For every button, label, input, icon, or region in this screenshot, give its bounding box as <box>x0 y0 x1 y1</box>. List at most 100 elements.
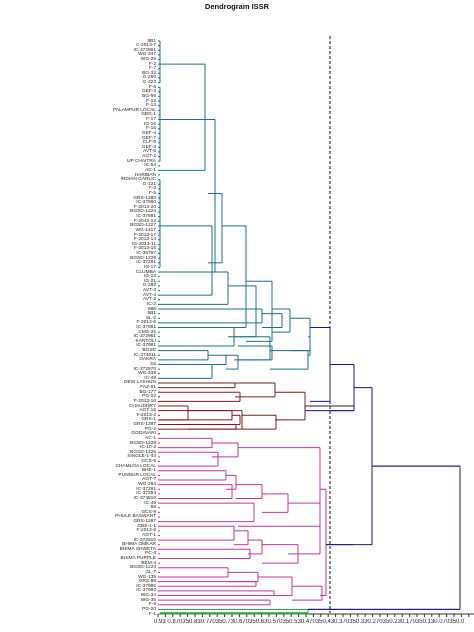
leaf-label: IC-37294 <box>136 491 156 497</box>
leaf-label: AC-1 <box>145 167 156 173</box>
leaf-label: WG-35 <box>140 597 156 603</box>
leaf-label: GRS-1 <box>141 417 156 423</box>
leaf-label: 58 <box>150 505 156 511</box>
leaf-label: BG-66 <box>142 93 156 99</box>
leaf-label: IC-37960 <box>136 200 156 206</box>
leaf-label: CHAMLOA LOCAL <box>115 463 156 469</box>
leaf-label: PC-4 <box>145 551 156 557</box>
leaf-label: AGT-1 <box>142 532 156 538</box>
leaf-label: F-2013-16 <box>133 398 156 404</box>
leaf-label: F-2013-20 <box>133 204 156 210</box>
leaf-label: GEF-3 <box>141 89 156 95</box>
leaf-label: AVT-5 <box>143 149 156 155</box>
leaf-label: F-2013-2 <box>136 412 156 418</box>
leaf-label: F-3 <box>148 186 156 192</box>
leaf-label: FAZ-61 <box>140 385 156 391</box>
leaf-label: PUNNUR LOCAL <box>118 472 156 478</box>
leaf-label: PHULE BASWANT <box>115 514 156 520</box>
leaf-label: IC-37291 <box>136 486 156 492</box>
leaf-label: BGSD-1228 <box>130 255 156 261</box>
leaf-label: INDIAN GARLIC <box>120 177 156 183</box>
leaf-label: GODAVARI <box>131 431 156 437</box>
leaf-label: 586 <box>147 306 156 312</box>
leaf-label: WG-34 <box>140 593 156 599</box>
leaf-label: WG-339 <box>138 371 156 377</box>
leaf-label: IC-49 <box>144 375 156 381</box>
chart-title: Dendrogram ISSR <box>204 2 270 11</box>
leaf-label: IC-49 <box>144 500 156 506</box>
leaf-label: WG-1417 <box>135 227 156 233</box>
leaf-label: SL-2 <box>145 315 156 321</box>
leaf-label: IC-10-2 <box>140 445 156 451</box>
leaf-label: IC-37981 <box>136 214 156 220</box>
leaf-label: F-12 <box>146 98 156 104</box>
leaf-label: AVT-2 <box>143 297 156 303</box>
leaf-label: GCS-9 <box>141 509 156 515</box>
leaf-label: IC-374810 <box>133 495 156 501</box>
leaf-label: BG-32 <box>142 70 156 76</box>
leaf-label: GEF-3 <box>141 144 156 150</box>
leaf-label: GCS-6 <box>141 459 156 464</box>
leaf-label: AVT-4 <box>143 292 156 298</box>
leaf-label: IG-21 <box>144 278 156 284</box>
leaf-label: BEM-4 <box>141 560 156 566</box>
leaf-label: AGT-15 <box>139 408 156 414</box>
leaf-label: GRS-98 <box>138 579 156 585</box>
leaf-label: IC-37995 <box>136 583 156 589</box>
leaf-label: F-15 <box>146 126 156 132</box>
leaf-label: AGT-7 <box>142 477 156 483</box>
leaf-label: F-2013-16 <box>133 246 156 252</box>
leaf-label: HARIBAN <box>134 172 156 178</box>
leaf-label: IG-22 <box>144 274 156 280</box>
leaf-label: IG-17 <box>144 264 156 270</box>
leaf-label: DESI LASHUN <box>124 380 156 386</box>
leaf-label: IC-35797 <box>136 251 156 257</box>
leaf-label: KANTOLI <box>135 338 156 344</box>
leaf-label: PALAMPUR LOCAL <box>112 107 156 113</box>
leaf-label: IG-2013-11 <box>132 241 156 247</box>
leaf-label: BG-177 <box>139 389 156 395</box>
leaf-label: S6 <box>150 361 156 367</box>
leaf-label: F-6 <box>148 84 156 90</box>
leaf-label: F-2013-12 <box>133 218 156 224</box>
leaf-label: GRS-1287 <box>133 519 156 525</box>
leaf-label: CHAUDHRY <box>128 403 156 409</box>
leaf-label: IC-374811 <box>133 352 156 358</box>
leaf-label: IC-37291 <box>136 260 156 266</box>
leaf-label: WG-294 <box>138 482 156 488</box>
leaf-label: AGT-2 <box>142 154 156 160</box>
leaf-label: OAKRA <box>139 357 156 363</box>
leaf-label: IG-16 <box>144 121 156 127</box>
leaf-label: BHIMA OMKAR <box>122 542 156 548</box>
leaf-label: F-5 <box>148 190 156 196</box>
leaf-label: IC-372961 <box>133 334 156 340</box>
x-axis-tick-labels: 0.93 0.870350.830.770350.730.670350.630.… <box>154 619 464 625</box>
leaf-label: IC-37981 <box>136 343 156 349</box>
leaf-label: IC-372910 <box>133 537 156 543</box>
leaf-label: WG-347 <box>138 52 156 58</box>
leaf-label: GL-7 <box>145 569 156 575</box>
leaf-label: F-2013-14 <box>133 237 156 243</box>
leaf-label: IC-2 <box>146 301 156 307</box>
leaf-label: F-2 <box>148 61 156 67</box>
leaf-label: F-1 <box>148 611 156 617</box>
leaf-label: GEF-7 <box>141 135 156 141</box>
leaf-label: BGSD-1227 <box>130 223 156 229</box>
leaf-label: G-250 <box>142 75 156 81</box>
leaf-label: IC-372961 <box>133 47 156 53</box>
leaf-label: BHIMA PURPLE <box>120 556 156 562</box>
leaf-label: G-323 <box>142 80 156 86</box>
leaf-label: BGSD <box>142 348 156 354</box>
leaf-label: C-2013-7 <box>136 43 156 49</box>
leaf-label: F-2013-6 <box>136 320 156 326</box>
leaf-label: G-121 <box>142 181 156 187</box>
leaf-label: IC-54 <box>144 163 156 169</box>
leaf-label: AVT-3 <box>143 288 156 294</box>
leaf-label: CMS-25 <box>138 329 156 335</box>
leaf-label: PG-22 <box>142 394 156 400</box>
leaf-label: F-2013-5 <box>136 528 156 534</box>
leaf-label: BHIMA SHWETA <box>119 546 156 552</box>
leaf-label: GRS-1397 <box>133 422 156 428</box>
leaf-label: IC-37993 <box>136 588 156 594</box>
